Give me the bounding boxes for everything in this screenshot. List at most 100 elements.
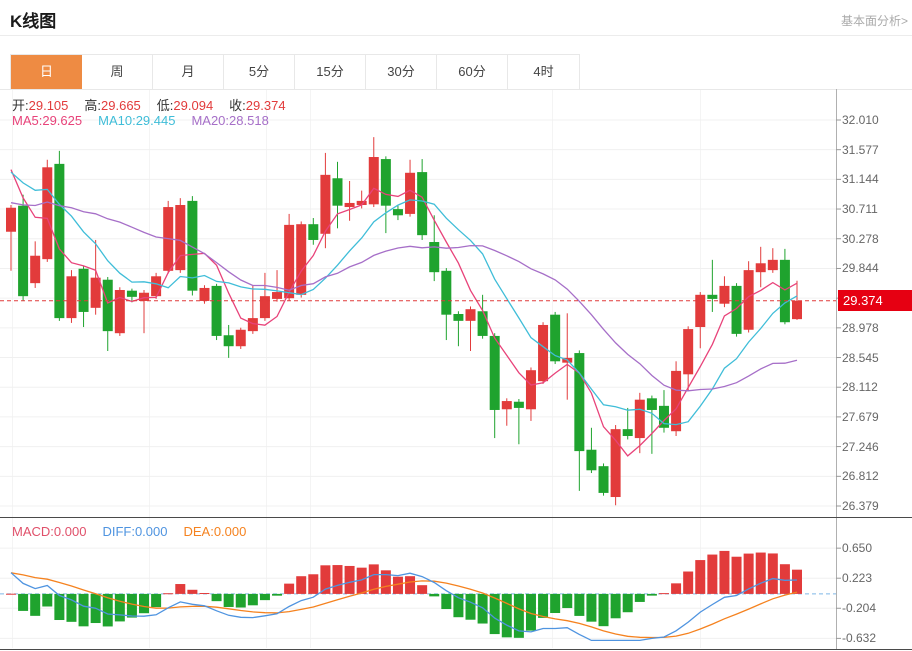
candle-up bbox=[683, 329, 694, 375]
current-price-badge: 29.374 bbox=[838, 290, 912, 312]
ma20-line bbox=[10, 201, 798, 392]
macd-bar-positive bbox=[368, 564, 379, 594]
macd-bar-negative bbox=[441, 593, 452, 610]
tab-4hour[interactable]: 4时 bbox=[508, 55, 579, 89]
macd-bar-negative bbox=[114, 593, 125, 622]
price-axis-label: 31.144 bbox=[842, 172, 879, 187]
candle-up bbox=[465, 309, 476, 321]
macd-bar-negative bbox=[465, 593, 476, 620]
macd-axis-label: 0.223 bbox=[842, 571, 873, 586]
macd-bar-negative bbox=[646, 593, 657, 596]
candle-up bbox=[767, 259, 778, 271]
macd-bar-negative bbox=[453, 593, 464, 618]
candle-down bbox=[78, 268, 89, 312]
candle-up bbox=[368, 157, 379, 205]
macd-bar-negative bbox=[259, 593, 270, 601]
macd-bar-negative bbox=[574, 593, 585, 616]
candle-down bbox=[731, 285, 742, 334]
macd-bar-negative bbox=[42, 593, 53, 607]
legend-item: MA10:29.445 bbox=[98, 113, 176, 128]
candle-down bbox=[779, 259, 790, 323]
macd-bar-positive bbox=[380, 570, 391, 594]
tab-day[interactable]: 日 bbox=[11, 55, 82, 89]
legend-item: MACD:0.000 bbox=[12, 524, 87, 539]
candle-up bbox=[90, 277, 101, 308]
macd-bar-positive bbox=[791, 569, 802, 594]
macd-bar-negative bbox=[30, 593, 41, 616]
tab-month[interactable]: 月 bbox=[153, 55, 224, 89]
candle-down bbox=[223, 335, 234, 347]
legend-item: 低:29.094 bbox=[156, 98, 214, 113]
candle-up bbox=[151, 276, 162, 297]
price-axis-label: 31.577 bbox=[842, 142, 879, 157]
price-axis-label: 26.379 bbox=[842, 499, 879, 513]
candle-up bbox=[356, 200, 367, 206]
legend-item: DEA:0.000 bbox=[183, 524, 247, 539]
tab-15min[interactable]: 15分 bbox=[295, 55, 366, 89]
macd-bar-negative bbox=[550, 593, 561, 614]
macd-bar-positive bbox=[671, 583, 682, 594]
macd-bar-positive bbox=[707, 554, 718, 594]
tab-5min[interactable]: 5分 bbox=[224, 55, 295, 89]
diff-line bbox=[10, 572, 798, 642]
legend-item: 收:29.374 bbox=[229, 98, 286, 113]
tab-30min[interactable]: 30分 bbox=[366, 55, 437, 89]
candle-down bbox=[453, 313, 464, 321]
candle-up bbox=[284, 224, 295, 299]
macd-bar-negative bbox=[54, 593, 65, 621]
price-axis-label: 30.278 bbox=[842, 231, 879, 246]
tab-60min[interactable]: 60分 bbox=[437, 55, 508, 89]
fundamental-analysis-link[interactable]: 基本面分析> bbox=[840, 14, 908, 28]
macd-bar-positive bbox=[755, 552, 766, 594]
header-divider bbox=[0, 35, 912, 36]
candle-up bbox=[671, 370, 682, 432]
candle-down bbox=[477, 311, 488, 336]
candle-down bbox=[392, 209, 403, 216]
candle-down bbox=[441, 270, 452, 315]
tab-bar: 日周月 5分 15分 30分 60分 4时 bbox=[10, 54, 580, 90]
macd-axis-label: 0.650 bbox=[842, 541, 873, 556]
macd-bar-negative bbox=[139, 593, 150, 614]
candle-down bbox=[18, 205, 29, 297]
macd-legend: MACD:0.000 DIFF:0.000 DEA:0.000 bbox=[12, 524, 262, 539]
candle-up bbox=[30, 255, 41, 284]
candle-down bbox=[126, 290, 137, 297]
macd-bar-positive bbox=[163, 593, 174, 595]
candle-down bbox=[417, 172, 428, 236]
macd-bar-negative bbox=[66, 593, 77, 622]
candle-down bbox=[332, 178, 343, 206]
macd-bar-negative bbox=[513, 593, 524, 638]
candle-up bbox=[695, 294, 706, 328]
macd-bar-positive bbox=[719, 550, 730, 594]
price-axis-label: 30.711 bbox=[842, 202, 878, 217]
candle-down bbox=[550, 314, 561, 362]
macd-bar-negative bbox=[151, 593, 162, 608]
price-axis-label: 26.812 bbox=[842, 469, 879, 484]
macd-bar-positive bbox=[320, 565, 331, 594]
macd-bar-positive bbox=[683, 571, 694, 594]
candle-down bbox=[598, 466, 609, 493]
legend-item: 高:29.665 bbox=[84, 98, 141, 113]
macd-bar-positive bbox=[344, 565, 355, 594]
candle-down bbox=[586, 449, 597, 471]
price-axis-label: 28.545 bbox=[842, 350, 879, 365]
candle-down bbox=[707, 294, 718, 299]
macd-bar-positive bbox=[405, 576, 416, 594]
candle-down bbox=[489, 335, 500, 410]
legend-item: MA20:28.518 bbox=[191, 113, 269, 128]
macd-bar-positive bbox=[417, 585, 428, 594]
ma-legend: MA5:29.625 MA10:29.445 MA20:28.518 bbox=[12, 113, 285, 128]
price-axis-label: 27.246 bbox=[842, 439, 879, 454]
macd-bar-negative bbox=[102, 593, 113, 627]
macd-bar-positive bbox=[199, 593, 210, 595]
macd-bar-negative bbox=[622, 593, 633, 613]
dea-line bbox=[10, 572, 798, 639]
macd-bar-negative bbox=[78, 593, 89, 627]
macd-bar-positive bbox=[284, 583, 295, 594]
tab-week[interactable]: 周 bbox=[82, 55, 153, 89]
ma10-line bbox=[10, 171, 798, 426]
price-axis-label: 32.010 bbox=[842, 113, 879, 127]
candle-down bbox=[658, 405, 669, 428]
macd-bar-positive bbox=[187, 589, 198, 594]
